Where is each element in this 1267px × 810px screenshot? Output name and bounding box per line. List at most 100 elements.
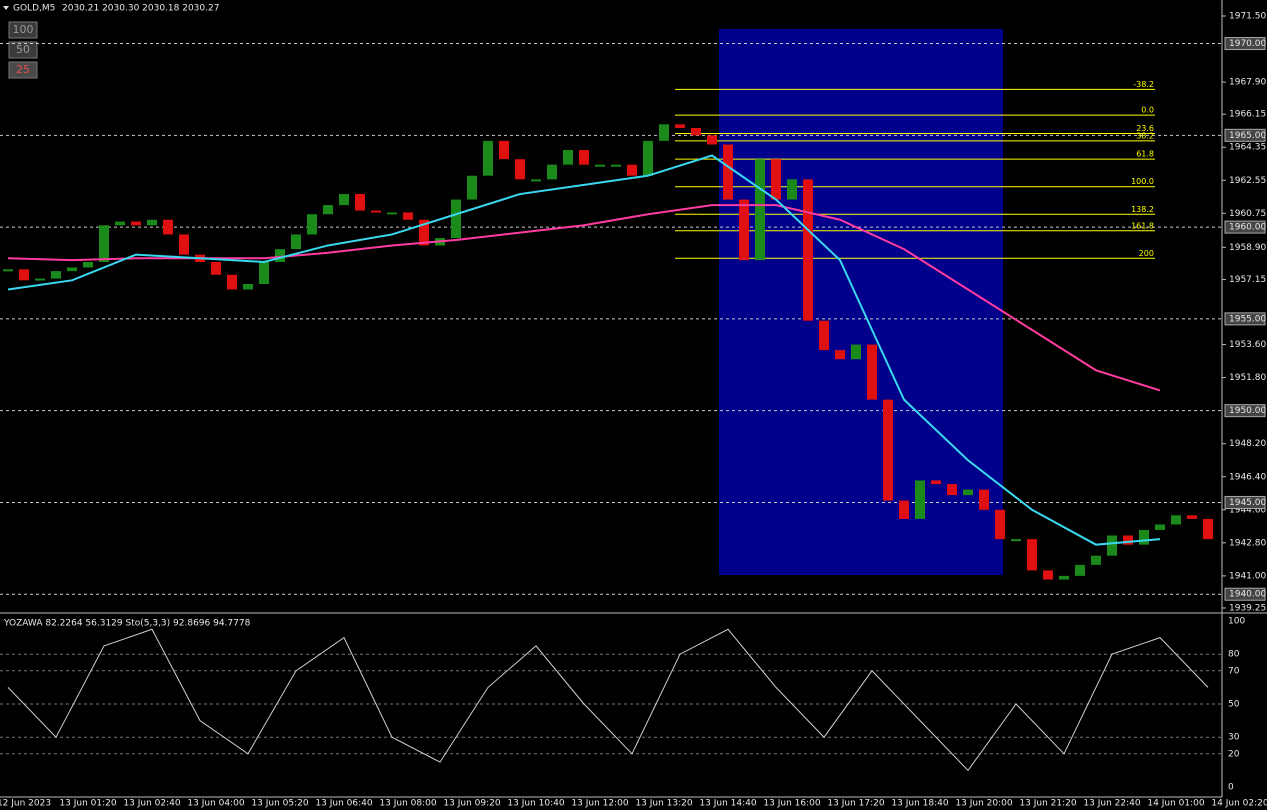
price-bar bbox=[915, 480, 925, 519]
price-bar bbox=[451, 199, 461, 239]
zoom-button-label: 100 bbox=[13, 23, 34, 36]
symbol: GOLD,M5 bbox=[13, 4, 55, 14]
price-bar bbox=[51, 271, 61, 279]
price-tick-label: 1939.25 bbox=[1229, 604, 1266, 614]
price-tick-label: 1946.40 bbox=[1229, 472, 1266, 482]
price-bar bbox=[563, 150, 573, 165]
time-label: 13 Jun 02:40 bbox=[123, 799, 180, 809]
price-bar bbox=[35, 278, 45, 281]
price-bar bbox=[931, 480, 941, 485]
zoom-button[interactable] bbox=[8, 21, 38, 39]
price-bar bbox=[723, 144, 733, 200]
quote: 2030.21 2030.30 2030.18 2030.27 bbox=[62, 4, 219, 14]
fib-label: 61.8 bbox=[1136, 150, 1154, 159]
price-bar bbox=[467, 175, 477, 200]
price-bar bbox=[403, 212, 413, 220]
level-box bbox=[1224, 495, 1266, 509]
price-bar bbox=[771, 159, 781, 200]
time-label: 13 Jun 08:00 bbox=[379, 799, 436, 809]
price-bar bbox=[755, 159, 765, 261]
price-bar bbox=[675, 124, 685, 128]
price-bar bbox=[1139, 529, 1149, 545]
price-bar bbox=[323, 205, 333, 215]
price-bar bbox=[1059, 575, 1069, 580]
price-bar bbox=[259, 261, 269, 285]
price-bar bbox=[387, 212, 397, 215]
price-bar bbox=[659, 124, 669, 141]
level-label: 1955.00 bbox=[1229, 314, 1266, 324]
time-label: 13 Jun 06:40 bbox=[315, 799, 372, 809]
price-bar bbox=[307, 214, 317, 235]
price-bar bbox=[803, 179, 813, 321]
price-bar bbox=[19, 269, 29, 281]
osc-tick-label: 50 bbox=[1228, 700, 1240, 710]
price-bar bbox=[499, 140, 509, 160]
fib-label: 138.2 bbox=[1131, 205, 1154, 214]
fib-label: 100.0 bbox=[1131, 177, 1154, 186]
price-tick-label: 1964.35 bbox=[1229, 143, 1266, 153]
level-label: 1940.00 bbox=[1229, 590, 1266, 600]
level-box bbox=[1224, 312, 1266, 326]
level-box bbox=[1224, 220, 1266, 234]
time-label: 13 Jun 01:20 bbox=[59, 799, 116, 809]
level-label: 1950.00 bbox=[1229, 406, 1266, 416]
price-bar bbox=[1203, 518, 1213, 540]
price-bar bbox=[739, 199, 749, 261]
price-bar bbox=[899, 500, 909, 519]
price-bar bbox=[595, 164, 605, 167]
price-tick-label: 1957.15 bbox=[1229, 275, 1266, 285]
price-bar bbox=[1091, 555, 1101, 565]
price-bar bbox=[179, 234, 189, 255]
osc-tick-label: 30 bbox=[1228, 733, 1240, 743]
price-bar bbox=[1075, 564, 1085, 576]
level-label: 1960.00 bbox=[1229, 223, 1266, 233]
time-label: 13 Jun 10:40 bbox=[507, 799, 564, 809]
price-bar bbox=[67, 267, 77, 272]
menu-icon[interactable] bbox=[3, 6, 9, 10]
price-bar bbox=[643, 140, 653, 176]
price-bar bbox=[163, 219, 173, 235]
price-bar bbox=[835, 350, 845, 360]
price-bar bbox=[611, 164, 621, 167]
fib-label: 161.8 bbox=[1131, 221, 1154, 230]
price-bar bbox=[1171, 515, 1181, 525]
level-label: 1970.00 bbox=[1229, 39, 1266, 49]
price-bar bbox=[627, 164, 637, 176]
zoom-button[interactable] bbox=[8, 41, 38, 59]
time-label: 13 Jun 22:40 bbox=[1083, 799, 1140, 809]
fib-label: 38.2 bbox=[1136, 131, 1154, 140]
price-tick-label: 1942.80 bbox=[1229, 538, 1266, 548]
price-bar bbox=[1011, 539, 1021, 542]
price-bar bbox=[211, 261, 221, 275]
zoom-button[interactable] bbox=[8, 61, 38, 79]
time-label: 13 Jun 13:20 bbox=[635, 799, 692, 809]
price-bar bbox=[547, 164, 557, 180]
zoom-button-label: 50 bbox=[16, 43, 30, 56]
level-box bbox=[1224, 37, 1266, 51]
price-bar bbox=[131, 221, 141, 226]
fib-label: 23.6 bbox=[1136, 124, 1154, 133]
osc-tick-label: 100 bbox=[1228, 617, 1245, 627]
time-label: 13 Jun 16:00 bbox=[763, 799, 820, 809]
price-tick-label: 1962.55 bbox=[1229, 176, 1266, 186]
price-tick-label: 1941.00 bbox=[1229, 571, 1266, 581]
price-bar bbox=[819, 320, 829, 351]
fib-label: 0.0 bbox=[1141, 106, 1154, 115]
price-bar bbox=[1155, 524, 1165, 530]
price-tick-label: 1971.50 bbox=[1229, 12, 1266, 22]
level-box bbox=[1224, 404, 1266, 418]
time-label: 13 Jun 09:20 bbox=[443, 799, 500, 809]
price-bar bbox=[963, 489, 973, 496]
highlight-box bbox=[719, 29, 1003, 575]
level-box bbox=[1224, 587, 1266, 601]
price-bar bbox=[3, 269, 13, 272]
price-tick-label: 1944.60 bbox=[1229, 505, 1266, 515]
price-bar bbox=[995, 509, 1005, 540]
time-label: 13 Jun 20:00 bbox=[955, 799, 1012, 809]
oscillator-label: YOZAWA 82.2264 56.3129 Sto(5,3,3) 92.869… bbox=[3, 619, 251, 629]
price-bar bbox=[339, 194, 349, 206]
price-bar bbox=[83, 261, 93, 268]
price-bar bbox=[707, 135, 717, 145]
